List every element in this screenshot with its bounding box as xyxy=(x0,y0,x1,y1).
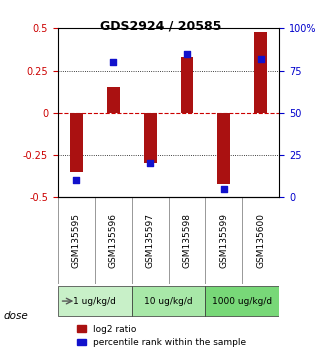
Bar xyxy=(70,113,83,172)
Text: dose: dose xyxy=(3,311,28,321)
Point xyxy=(258,56,263,62)
Text: GSM135596: GSM135596 xyxy=(108,213,118,268)
Point xyxy=(184,51,189,57)
Bar xyxy=(143,113,157,164)
Point xyxy=(110,59,116,65)
Text: GSM135599: GSM135599 xyxy=(219,213,229,268)
Text: 1000 ug/kg/d: 1000 ug/kg/d xyxy=(212,297,273,306)
FancyBboxPatch shape xyxy=(132,286,205,316)
Text: 1 ug/kg/d: 1 ug/kg/d xyxy=(73,297,116,306)
Bar xyxy=(107,87,120,113)
Text: GDS2924 / 20585: GDS2924 / 20585 xyxy=(100,19,221,33)
Text: GSM135600: GSM135600 xyxy=(256,213,265,268)
Point xyxy=(147,161,153,166)
Text: GSM135595: GSM135595 xyxy=(72,213,81,268)
Point xyxy=(221,186,226,192)
Point xyxy=(74,178,79,183)
Legend: log2 ratio, percentile rank within the sample: log2 ratio, percentile rank within the s… xyxy=(74,321,250,351)
Text: 10 ug/kg/d: 10 ug/kg/d xyxy=(144,297,193,306)
Text: GSM135597: GSM135597 xyxy=(145,213,155,268)
Bar xyxy=(254,32,267,113)
Bar xyxy=(180,57,194,113)
FancyBboxPatch shape xyxy=(205,286,279,316)
Bar xyxy=(217,113,230,184)
Text: GSM135598: GSM135598 xyxy=(182,213,192,268)
FancyBboxPatch shape xyxy=(58,286,132,316)
